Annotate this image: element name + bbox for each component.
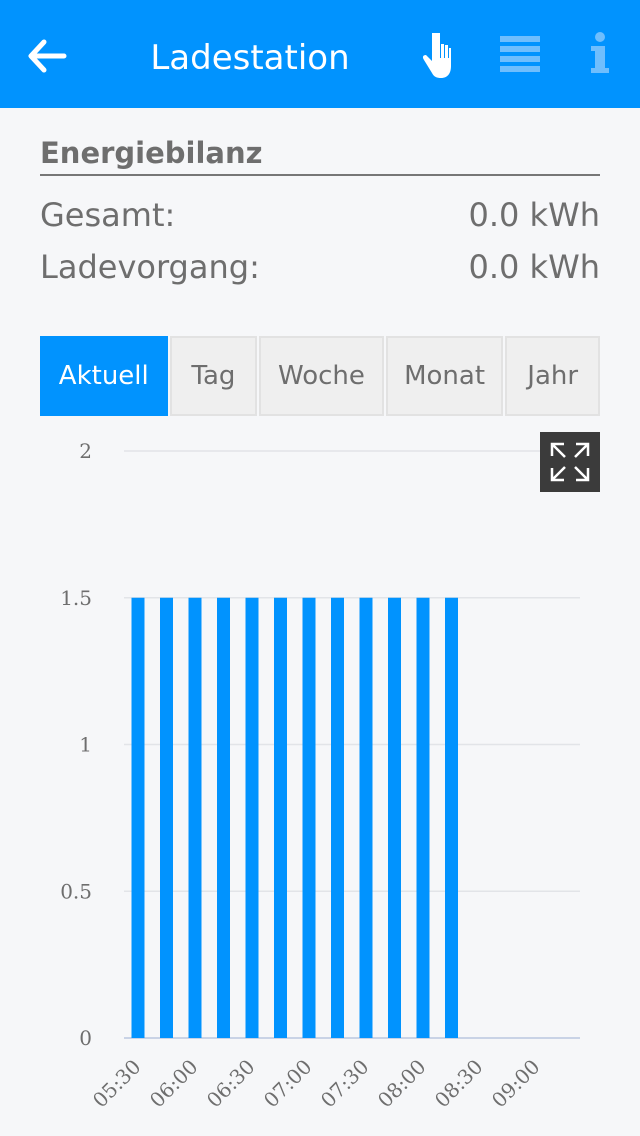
y-tick-label: 1 (79, 733, 92, 757)
y-tick-label: 0.5 (60, 879, 92, 903)
x-tick-label: 07:30 (316, 1055, 374, 1113)
tab-monat[interactable]: Monat (385, 336, 504, 416)
tab-tag[interactable]: Tag (169, 336, 258, 416)
x-tick-label: 09:00 (487, 1055, 545, 1113)
x-tick-label: 06:30 (202, 1055, 260, 1113)
bar (359, 597, 373, 1038)
tab-woche[interactable]: Woche (259, 336, 384, 416)
bar (245, 597, 259, 1038)
session-row: Ladevorgang: 0.0 kWh (40, 248, 600, 286)
bar (188, 597, 202, 1038)
bar (445, 597, 458, 1038)
x-tick-label: 05:30 (88, 1055, 146, 1113)
info-icon[interactable] (586, 32, 614, 76)
bar (388, 597, 401, 1038)
tab-aktuell[interactable]: Aktuell (40, 336, 168, 416)
y-tick-label: 1.5 (60, 586, 92, 610)
total-label: Gesamt: (40, 196, 176, 234)
session-value: 0.0 kWh (468, 248, 600, 286)
total-value: 0.0 kWh (468, 196, 600, 234)
tab-jahr[interactable]: Jahr (505, 336, 600, 416)
x-tick-label: 08:30 (430, 1055, 488, 1113)
x-tick-label: 06:00 (145, 1055, 203, 1113)
y-tick-label: 0 (79, 1026, 92, 1050)
bar (416, 597, 430, 1038)
hand-pointer-icon[interactable] (418, 30, 460, 80)
list-icon[interactable] (500, 34, 542, 74)
session-label: Ladevorgang: (40, 248, 260, 286)
period-tabs: Aktuell Tag Woche Monat Jahr (40, 336, 600, 416)
bar (131, 597, 145, 1038)
bar (302, 597, 316, 1038)
energy-heading: Energiebilanz (40, 136, 600, 176)
y-tick-label: 2 (79, 439, 92, 463)
x-tick-label: 08:00 (373, 1055, 431, 1113)
arrow-left-icon[interactable] (26, 38, 70, 74)
x-tick-label: 07:00 (259, 1055, 317, 1113)
bar (331, 597, 344, 1038)
app-header: Ladestation (0, 0, 640, 108)
bar (217, 597, 230, 1038)
total-row: Gesamt: 0.0 kWh (40, 196, 600, 234)
expand-icon (550, 442, 590, 482)
expand-button[interactable] (540, 432, 600, 492)
bar (160, 597, 173, 1038)
page-title: Ladestation (150, 38, 350, 78)
bar (274, 597, 287, 1038)
